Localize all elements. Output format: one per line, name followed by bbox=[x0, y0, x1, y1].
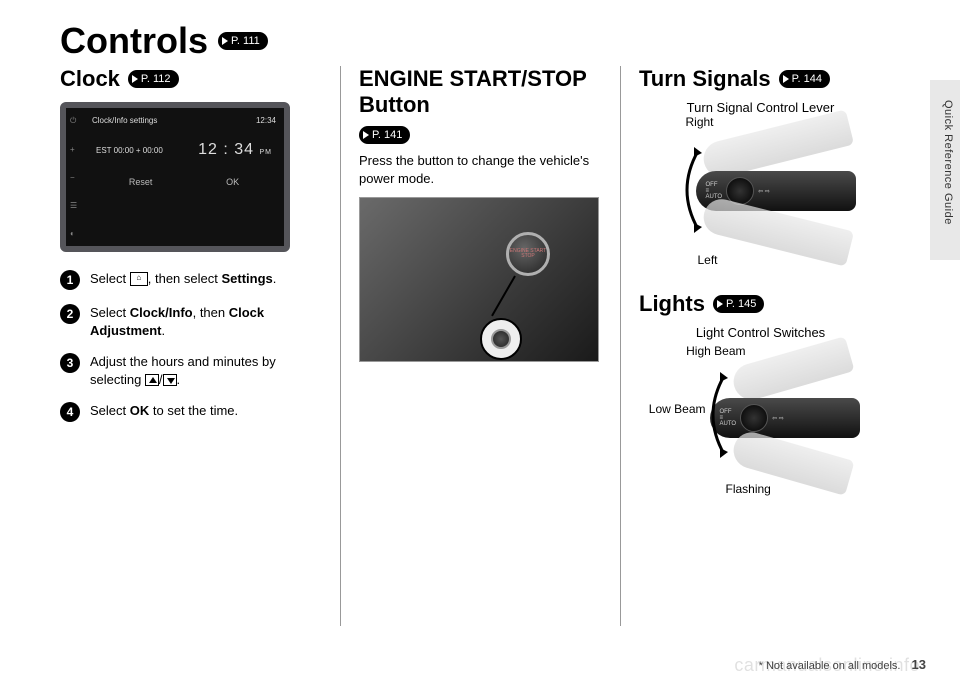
column-clock: Clock P. 112 ⏻+−☰◐ Clock/Info settings 1… bbox=[60, 66, 340, 626]
turn-signals-heading: Turn Signals P. 144 bbox=[639, 66, 882, 92]
turn-signals-heading-text: Turn Signals bbox=[639, 66, 771, 92]
down-arrow-icon bbox=[163, 374, 177, 386]
home-icon: ⌂ bbox=[130, 272, 148, 286]
label-high-beam: High Beam bbox=[666, 344, 746, 358]
step-2: 2 Select Clock/Info, then Clock Adjustme… bbox=[60, 304, 322, 339]
lights-page-ref: P. 145 bbox=[713, 295, 764, 313]
screen-topbar-right: 12:34 bbox=[256, 116, 276, 125]
lights-stalk: High Beam Low Beam OFF≡AUTO ⇦ ⇨ Flashing bbox=[656, 346, 866, 506]
step-3: 3 Adjust the hours and minutes by select… bbox=[60, 353, 322, 388]
engine-photo: ENGINE START STOP bbox=[359, 197, 599, 362]
turn-signal-stalk: Right OFF≡AUTO ⇦ ⇨ Left bbox=[656, 121, 866, 261]
step-2-post: . bbox=[162, 323, 166, 338]
label-flashing: Flashing bbox=[726, 482, 771, 496]
step-2-b1: Clock/Info bbox=[130, 305, 193, 320]
step-1-num: 1 bbox=[60, 270, 80, 290]
engine-button-callout bbox=[480, 318, 522, 360]
step-1-pre: Select bbox=[90, 271, 130, 286]
step-1-post: . bbox=[273, 271, 277, 286]
step-1-text: Select ⌂, then select Settings. bbox=[90, 270, 322, 290]
lights-illustration: Light Control Switches High Beam Low Bea… bbox=[646, 325, 876, 506]
arc-arrow-icon bbox=[670, 145, 710, 235]
stalk-ghost-up bbox=[699, 109, 853, 180]
label-low-beam: Low Beam bbox=[626, 402, 706, 416]
screen-time-value: 12 : 34 bbox=[198, 141, 254, 158]
columns: Clock P. 112 ⏻+−☰◐ Clock/Info settings 1… bbox=[60, 66, 900, 626]
screen-topbar-left: Clock/Info settings bbox=[92, 116, 157, 125]
step-4-b1: OK bbox=[130, 403, 150, 418]
clock-page-ref: P. 112 bbox=[128, 70, 179, 88]
page-title: Controls P. 111 bbox=[60, 20, 900, 62]
lights-heading-text: Lights bbox=[639, 291, 705, 317]
lights-arc-arrow-icon bbox=[696, 370, 736, 460]
step-3-pre: Adjust the hours and minutes by selectin… bbox=[90, 354, 276, 387]
screen-ok: OK bbox=[226, 177, 239, 187]
turn-signal-illustration: Turn Signal Control Lever Right OFF≡AUTO… bbox=[646, 100, 876, 261]
lights-ghost-up bbox=[729, 336, 854, 404]
screen-time: 12 : 34 PM bbox=[198, 141, 272, 159]
watermark: carmanualsonline.info bbox=[734, 655, 920, 676]
step-2-num: 2 bbox=[60, 304, 80, 324]
column-engine: ENGINE START/STOP Button P. 141 Press th… bbox=[340, 66, 620, 626]
step-2-text: Select Clock/Info, then Clock Adjustment… bbox=[90, 304, 322, 339]
title-text: Controls bbox=[60, 20, 208, 62]
step-1-bold: Settings bbox=[221, 271, 272, 286]
screen-side-icons: ⏻+−☰◐ bbox=[70, 116, 86, 238]
step-4-text: Select OK to set the time. bbox=[90, 402, 322, 422]
label-left: Left bbox=[698, 253, 718, 267]
up-arrow-icon bbox=[145, 374, 159, 386]
step-4-num: 4 bbox=[60, 402, 80, 422]
engine-page-ref: P. 141 bbox=[359, 126, 410, 144]
lights-heading: Lights P. 145 bbox=[639, 291, 882, 317]
step-1-mid: , then select bbox=[148, 271, 222, 286]
engine-heading: ENGINE START/STOP Button P. 141 bbox=[359, 66, 602, 144]
engine-body: Press the button to change the vehicle's… bbox=[359, 152, 602, 187]
turn-signals-page-ref: P. 144 bbox=[779, 70, 830, 88]
clock-screenshot: ⏻+−☰◐ Clock/Info settings 12:34 EST 00:0… bbox=[60, 102, 290, 252]
step-2-mid: , then bbox=[193, 305, 229, 320]
callout-line bbox=[491, 276, 516, 317]
step-1: 1 Select ⌂, then select Settings. bbox=[60, 270, 322, 290]
step-2-pre: Select bbox=[90, 305, 130, 320]
step-3-num: 3 bbox=[60, 353, 80, 373]
engine-button-icon: ENGINE START STOP bbox=[506, 232, 550, 276]
screen-reset: Reset bbox=[129, 177, 153, 187]
step-4: 4 Select OK to set the time. bbox=[60, 402, 322, 422]
clock-heading-text: Clock bbox=[60, 66, 120, 92]
step-4-post: to set the time. bbox=[149, 403, 238, 418]
step-3-text: Adjust the hours and minutes by selectin… bbox=[90, 353, 322, 388]
page-content: Controls P. 111 Clock P. 112 ⏻+−☰◐ Clock… bbox=[60, 20, 900, 640]
screen-time-pm: PM bbox=[260, 149, 273, 156]
lights-stalk-ring bbox=[740, 404, 768, 432]
clock-heading: Clock P. 112 bbox=[60, 66, 322, 92]
engine-heading-text: ENGINE START/STOP Button bbox=[359, 66, 602, 118]
column-signals-lights: Turn Signals P. 144 Turn Signal Control … bbox=[620, 66, 900, 626]
step-3-post: . bbox=[177, 372, 181, 387]
side-tab-label: Quick Reference Guide bbox=[942, 100, 954, 225]
screen-timezone: EST 00:00 + 00:00 bbox=[96, 146, 163, 155]
label-right: Right bbox=[686, 115, 714, 129]
step-4-pre: Select bbox=[90, 403, 130, 418]
title-page-ref: P. 111 bbox=[218, 32, 268, 50]
